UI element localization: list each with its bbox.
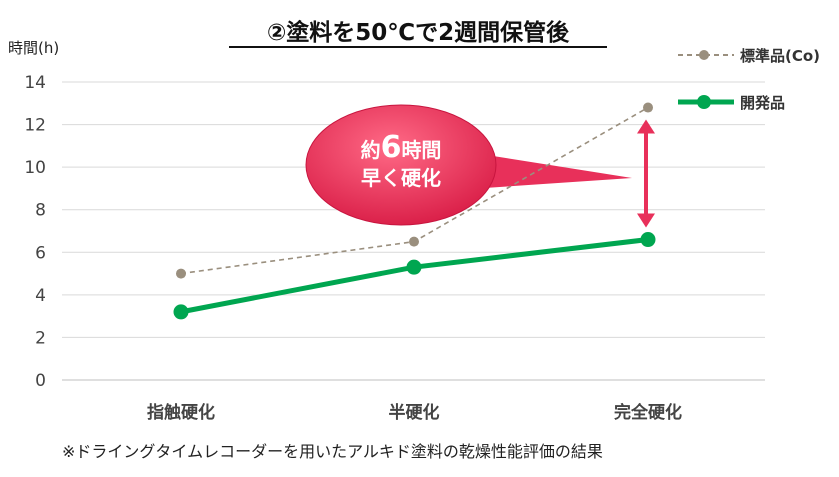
series-line: [180, 237, 649, 315]
legend: 標準品(Co) 開発品: [678, 47, 820, 112]
gap-arrow-head-top: [637, 119, 655, 134]
gap-arrow-head-bottom: [637, 213, 655, 228]
x-tick-label: 完全硬化: [614, 402, 682, 423]
series-point: [643, 102, 653, 113]
callout-pointer: [455, 150, 632, 190]
y-axis-label: 時間(h): [8, 39, 59, 57]
series-point: [173, 304, 189, 320]
chart-title: ②塗料を50℃で2週間保管後: [267, 19, 570, 46]
y-tick-label: 2: [35, 328, 46, 348]
callout-prefix: 約: [361, 138, 381, 162]
x-tick-label: 指触硬化: [147, 402, 215, 423]
series-point: [406, 259, 422, 275]
y-tick-label: 12: [24, 116, 46, 136]
y-tick-label: 10: [24, 158, 46, 178]
y-tick-label: 6: [35, 243, 46, 263]
callout-line-2: 早く硬化: [361, 166, 441, 190]
series-point: [640, 232, 656, 248]
footnote: ※ドライングタイムレコーダーを用いたアルキド塗料の乾燥性能評価の結果: [62, 442, 603, 461]
gap-arrow: [637, 119, 655, 228]
callout-number: 6: [381, 130, 402, 165]
x-tick-labels: 指触硬化 半硬化 完全硬化: [147, 402, 682, 423]
series-point: [176, 268, 186, 279]
y-tick-label: 14: [24, 73, 46, 93]
x-tick-label: 半硬化: [389, 402, 440, 423]
callout-line-1: 約6時間: [361, 130, 442, 165]
legend-marker-standard: [699, 50, 709, 60]
y-tick-label: 8: [35, 201, 46, 221]
legend-item-developed: 開発品: [678, 94, 785, 112]
callout: 約6時間 早く硬化: [305, 104, 632, 226]
y-tick-label: 0: [35, 371, 46, 391]
legend-marker-developed: [697, 95, 711, 109]
series-group: [173, 102, 656, 320]
legend-item-standard: 標準品(Co): [678, 47, 820, 65]
y-tick-label: 4: [35, 286, 46, 306]
legend-label-standard: 標準品(Co): [740, 47, 820, 65]
callout-bubble: [305, 104, 497, 226]
series-point: [409, 236, 419, 247]
callout-suffix: 時間: [401, 138, 441, 162]
y-tick-labels: 0 2 4 6 8 10 12 14: [24, 73, 46, 391]
legend-label-developed: 開発品: [740, 94, 785, 112]
